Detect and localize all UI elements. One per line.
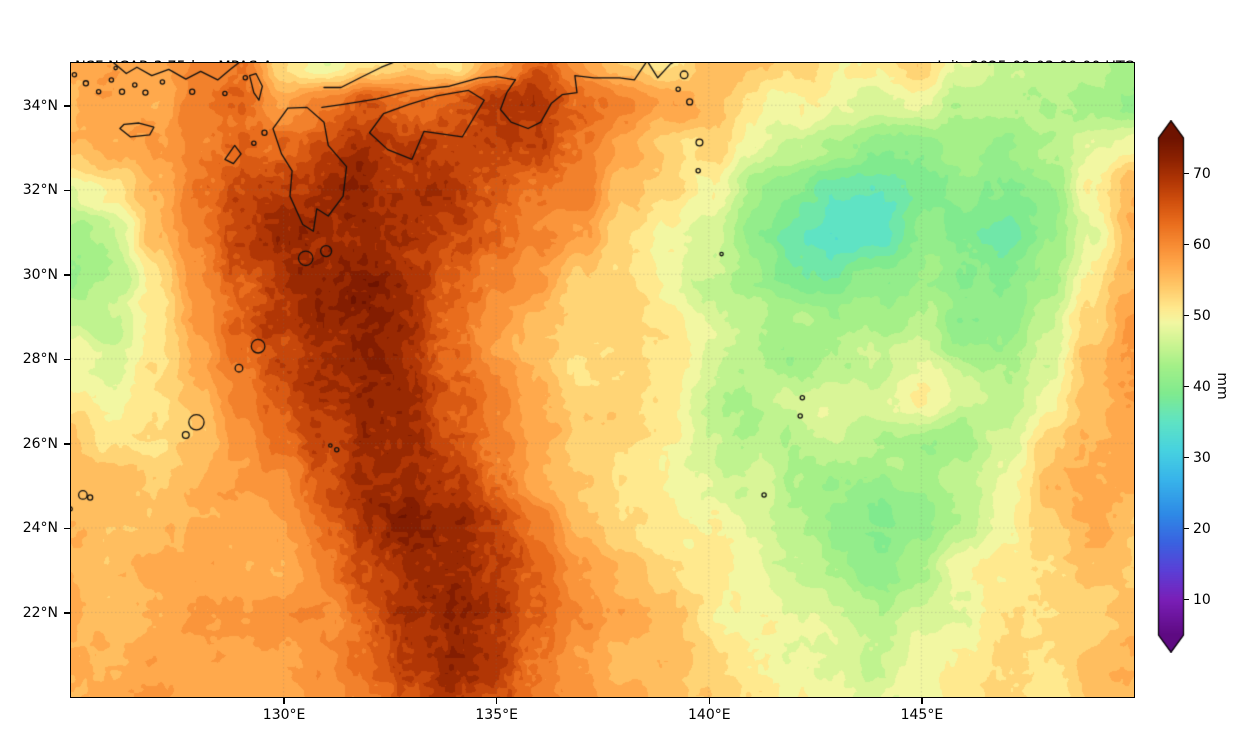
colorbar-tick-label: 70 [1193, 165, 1211, 182]
y-tick-mark [64, 612, 70, 614]
y-tick-mark [64, 274, 70, 276]
y-tick-mark [64, 189, 70, 192]
colorbar-tick-mark [1184, 172, 1189, 175]
colorbar-tick-label: 40 [1193, 378, 1211, 395]
colorbar-tick-mark [1184, 385, 1189, 388]
precipitable-water-map-canvas [71, 63, 1134, 697]
y-tick-label: 22°N [22, 604, 58, 621]
y-tick-label: 32°N [22, 182, 58, 199]
y-tick-label: 28°N [22, 351, 58, 368]
colorbar-tick-mark [1184, 598, 1189, 601]
x-tick-label: 140°E [688, 707, 731, 723]
colorbar-tick-label: 20 [1193, 520, 1211, 537]
y-tick-mark [64, 527, 70, 530]
x-tick-label: 130°E [262, 707, 306, 723]
x-tick-mark [283, 698, 285, 704]
map-frame [70, 62, 1135, 698]
colorbar-tick-mark [1184, 243, 1189, 246]
colorbar-tick-mark [1184, 314, 1189, 317]
x-tick-label: 135°E [475, 707, 518, 723]
colorbar-tick-mark [1184, 456, 1189, 459]
y-tick-label: 24°N [22, 520, 58, 537]
colorbar-canvas [1157, 120, 1185, 653]
colorbar-tick-label: 30 [1193, 449, 1211, 466]
colorbar-tick-mark [1184, 527, 1189, 530]
x-tick-mark [708, 698, 711, 704]
colorbar-tick-label: 50 [1193, 307, 1211, 324]
x-tick-mark [921, 698, 923, 704]
y-tick-mark [64, 443, 70, 445]
colorbar-tick-label: 10 [1193, 591, 1211, 608]
y-tick-label: 34°N [22, 97, 58, 114]
y-tick-label: 30°N [22, 266, 58, 283]
x-tick-mark [495, 698, 498, 704]
colorbar-tick-label: 60 [1193, 236, 1211, 253]
x-tick-label: 145°E [900, 707, 944, 723]
y-tick-mark [64, 358, 70, 361]
y-tick-label: 26°N [22, 435, 58, 452]
y-tick-mark [64, 105, 70, 107]
